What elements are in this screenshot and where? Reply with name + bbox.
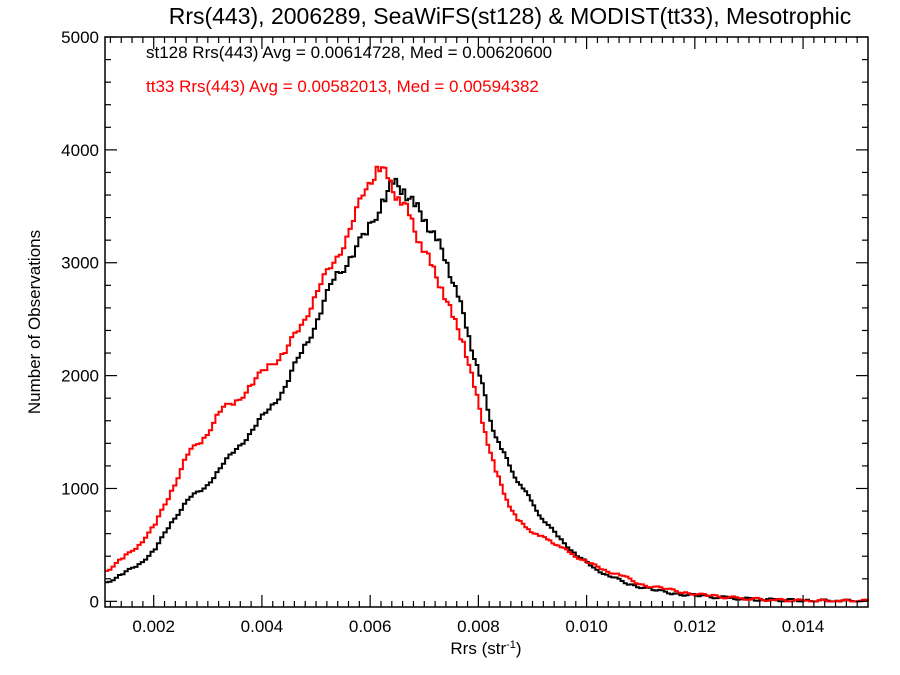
y-tick-label: 5000 [61,28,99,47]
x-tick-label: 0.014 [782,617,825,636]
series-line-0 [105,177,869,603]
legend-annotation-st128: st128 Rrs(443) Avg = 0.00614728, Med = 0… [146,43,552,62]
x-axis-label-superscript: -1 [506,639,516,651]
x-tick-label: 0.010 [565,617,608,636]
series-layer [105,165,869,603]
x-tick-label: 0.012 [674,617,717,636]
legend-annotation-tt33: tt33 Rrs(443) Avg = 0.00582013, Med = 0.… [146,77,539,96]
ticks-layer: 0.002 0.004 0.006 0.008 0.010 0.012 0.014 0 1000… [61,28,868,636]
x-axis-label: Rrs (str-1) [450,639,521,658]
y-axis-label: Number of Observations [25,230,44,414]
y-tick-label: 0 [90,592,99,611]
x-axis-label-close: ) [516,639,522,658]
x-tick-label: 0.006 [349,617,392,636]
x-axis-label-main: Rrs (str [450,639,506,658]
series-line-1 [105,165,869,603]
y-tick-label: 1000 [61,479,99,498]
y-tick-label: 2000 [61,367,99,386]
y-tick-label: 3000 [61,254,99,273]
x-tick-label: 0.008 [457,617,500,636]
y-tick-label: 4000 [61,141,99,160]
plot-frame [104,36,869,608]
x-tick-label: 0.002 [132,617,175,636]
x-tick-label: 0.004 [241,617,284,636]
chart-title: Rrs(443), 2006289, SeaWiFS(st128) & MODI… [169,3,852,29]
